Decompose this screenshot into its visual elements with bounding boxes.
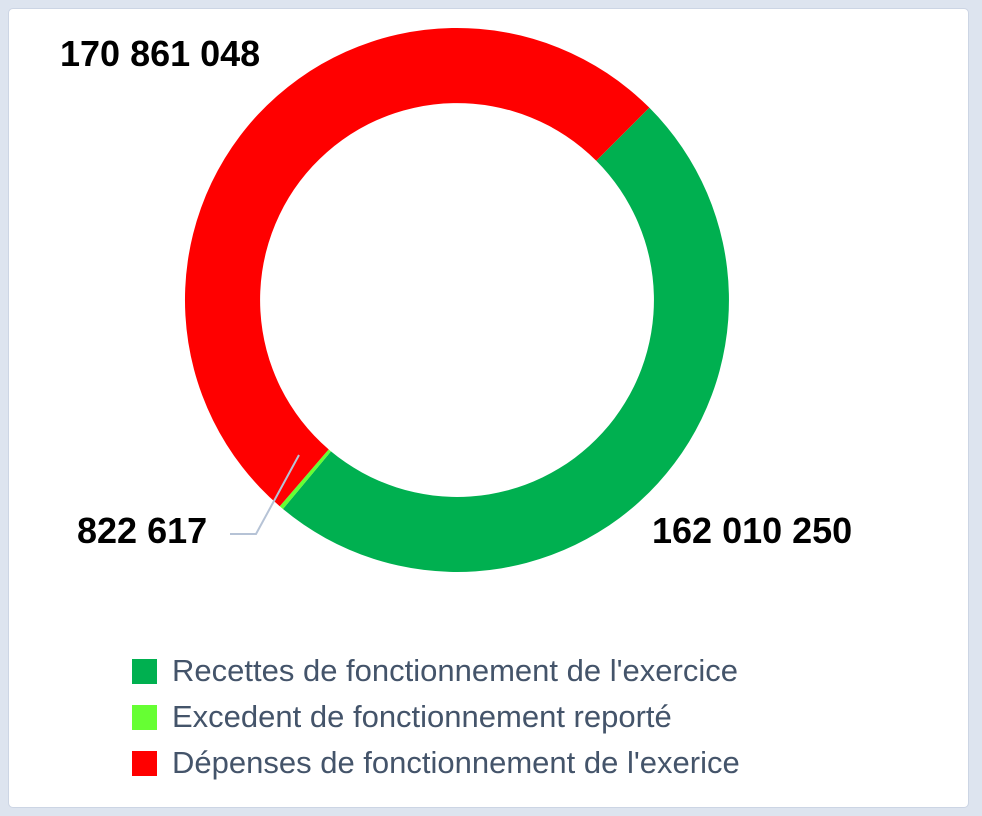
donut-segment-excedent[interactable] <box>279 449 331 510</box>
legend: Recettes de fonctionnement de l'exercice… <box>132 648 740 786</box>
legend-item-depenses[interactable]: Dépenses de fonctionnement de l'exerice <box>132 740 740 786</box>
leader-line <box>230 454 300 535</box>
legend-swatch-depenses <box>132 750 157 776</box>
legend-item-recettes[interactable]: Recettes de fonctionnement de l'exercice <box>132 648 740 694</box>
legend-label-recettes: Recettes de fonctionnement de l'exercice <box>172 653 738 688</box>
donut-segment-recettes[interactable] <box>282 107 729 572</box>
legend-label-excedent: Excedent de fonctionnement reporté <box>172 699 672 734</box>
legend-label-depenses: Dépenses de fonctionnement de l'exerice <box>172 745 740 780</box>
data-label-excedent: 822 617 <box>77 510 208 551</box>
legend-swatch-recettes <box>132 658 157 684</box>
legend-swatch-excedent <box>132 704 157 730</box>
chart-canvas <box>8 8 969 808</box>
legend-item-excedent[interactable]: Excedent de fonctionnement reporté <box>132 694 740 740</box>
data-label-recettes: 162 010 250 <box>652 510 853 551</box>
data-label-depenses: 170 861 048 <box>60 33 261 74</box>
donut-segments <box>184 27 729 572</box>
donut-segment-depenses[interactable] <box>184 27 650 507</box>
